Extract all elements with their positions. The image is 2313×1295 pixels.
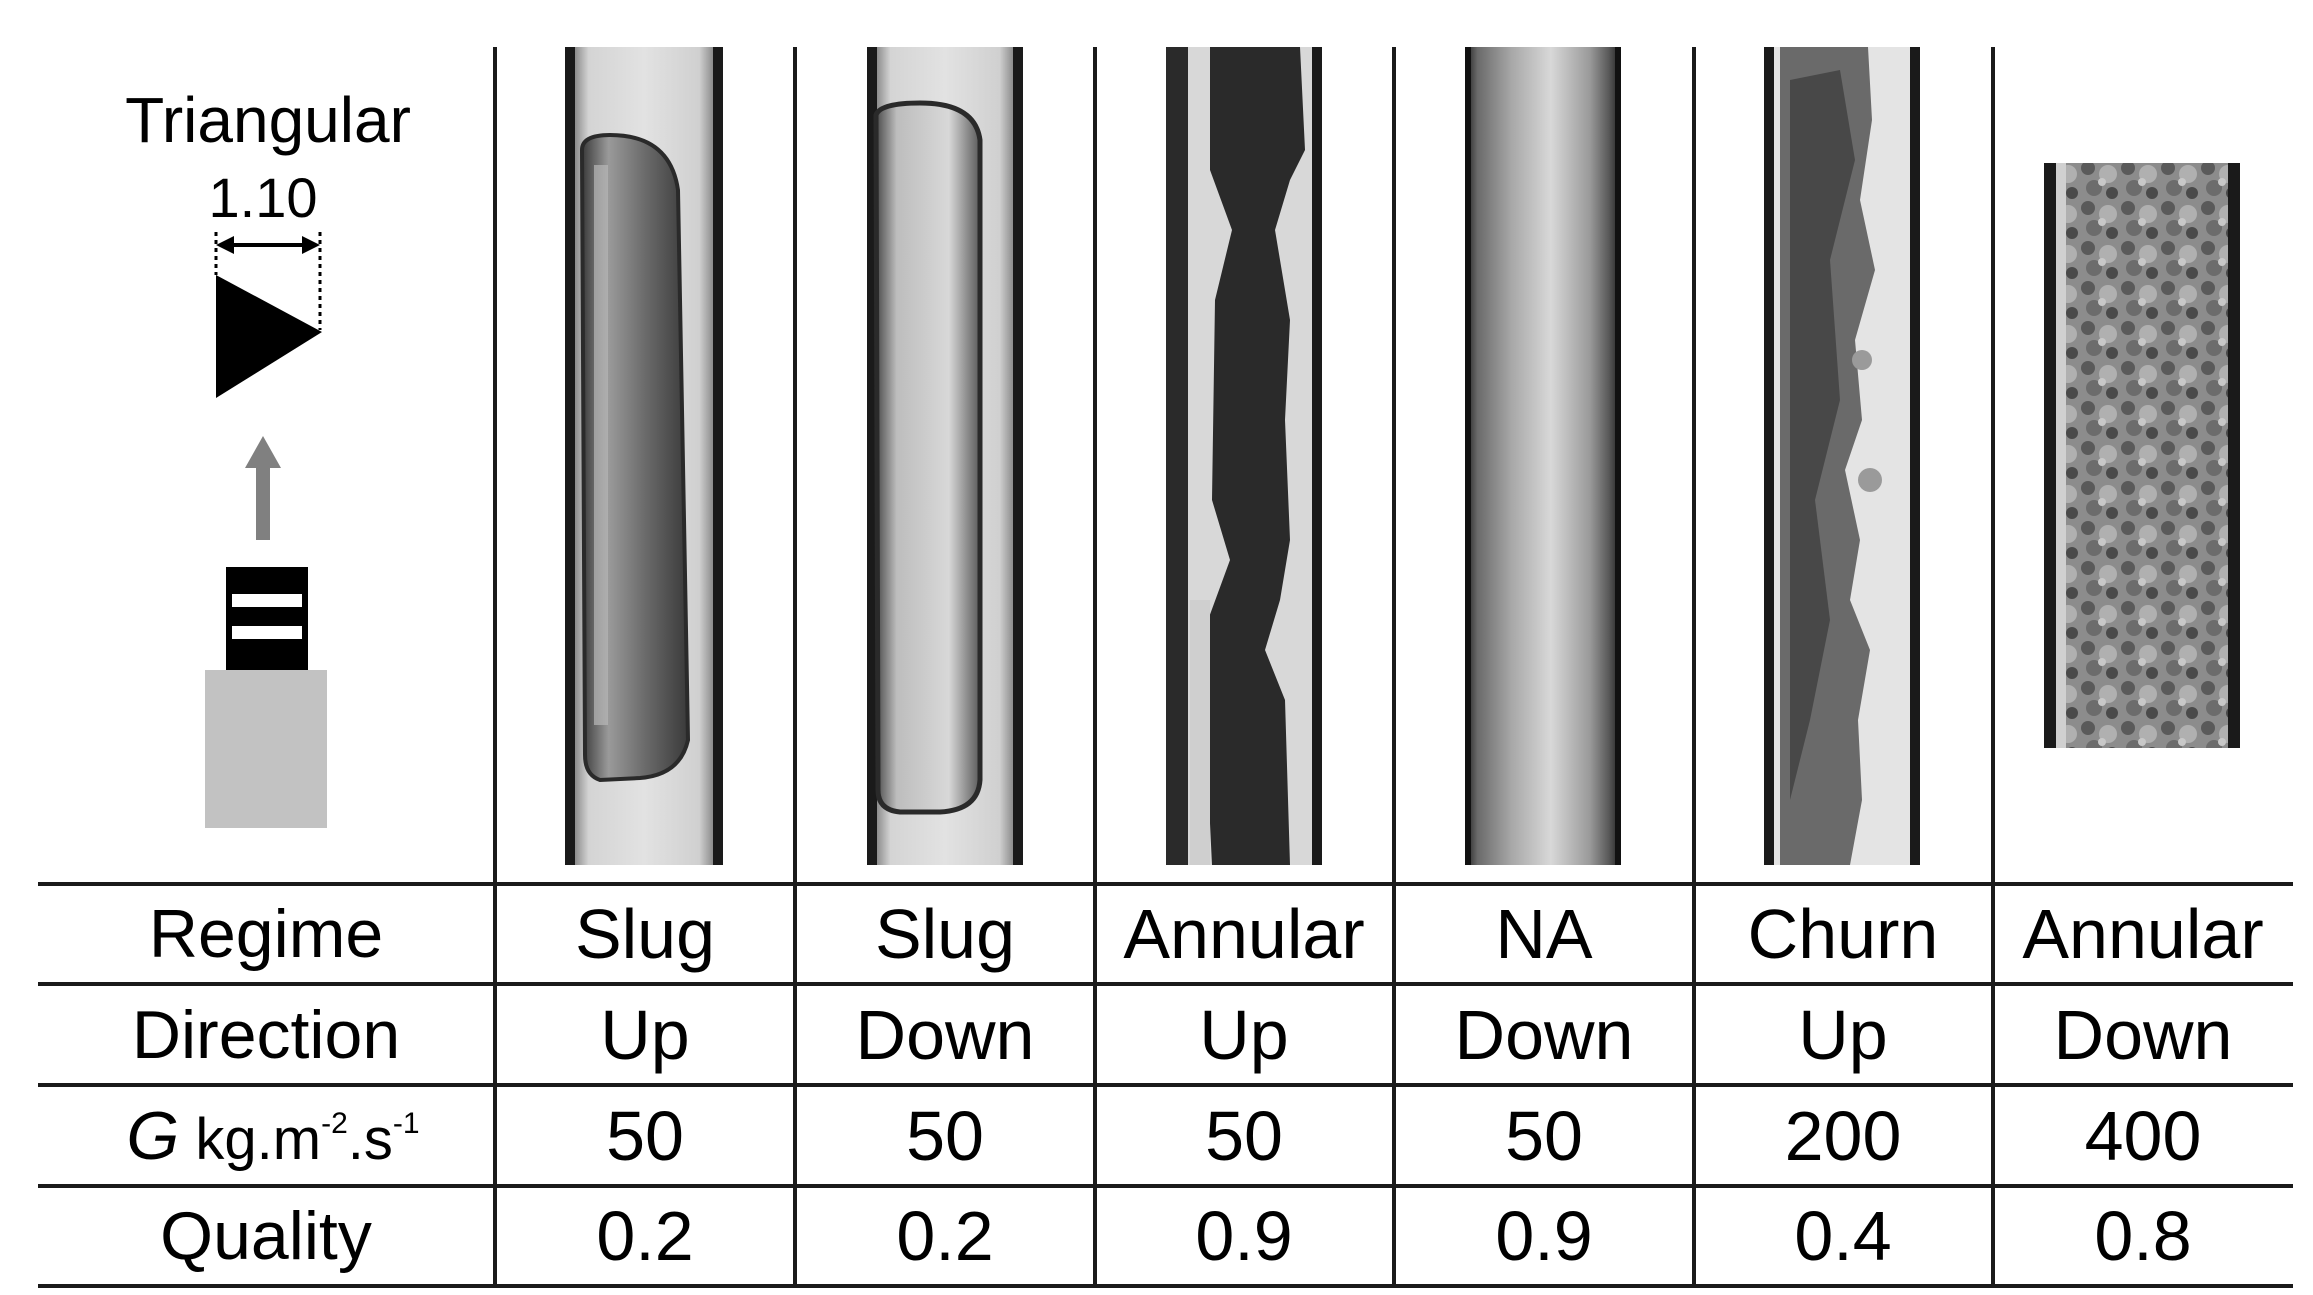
mass-flux-unit-base: kg.m <box>179 1107 322 1172</box>
cell-direction-2: Down <box>855 996 1035 1074</box>
cell-regime-1: Slug <box>574 895 716 973</box>
cell-direction-6: Down <box>2053 996 2233 1074</box>
cell-regime-3: Annular <box>1123 895 1365 973</box>
mass-flux-unit-exp2: -1 <box>392 1107 420 1140</box>
cell-mass-flux-5: 200 <box>1784 1097 1902 1175</box>
heater-connector-stripe-bottom <box>232 626 302 639</box>
cell-quality-3: 0.9 <box>1195 1197 1293 1275</box>
cell-quality-6: 0.8 <box>2094 1197 2192 1275</box>
row-label-direction: Direction <box>131 997 401 1073</box>
cell-mass-flux-4: 50 <box>1505 1097 1583 1175</box>
cell-mass-flux-3: 50 <box>1205 1097 1283 1175</box>
dimension-arrowhead-left <box>216 236 234 254</box>
churn-up-image <box>1764 47 1920 865</box>
heater-connector-stripe-top <box>232 594 302 607</box>
slug-down-image <box>867 47 1023 865</box>
table-grid <box>38 47 2293 1288</box>
mass-flux-unit-mid: .s <box>347 1107 393 1172</box>
row-label-regime: Regime <box>148 896 384 972</box>
heater-connector-icon <box>226 567 308 670</box>
geometry-dimension-label: 1.10 <box>208 166 318 229</box>
mass-flux-unit-exp1: -2 <box>321 1107 348 1140</box>
geometry-shape-label: Triangular <box>125 84 411 156</box>
annular-down-image <box>2044 163 2240 748</box>
flow-direction-arrow-icon <box>245 436 281 540</box>
dimension-arrowhead-right <box>302 236 320 254</box>
cell-quality-4: 0.9 <box>1495 1197 1593 1275</box>
cell-quality-5: 0.4 <box>1794 1197 1892 1275</box>
cell-direction-5: Up <box>1798 996 1888 1074</box>
cell-quality-2: 0.2 <box>896 1197 994 1275</box>
cell-regime-2: Slug <box>874 895 1016 973</box>
annular-up-image <box>1166 47 1322 865</box>
mass-flux-symbol: G <box>126 1098 180 1174</box>
cell-direction-1: Up <box>600 996 690 1074</box>
cell-regime-6: Annular <box>2022 895 2264 973</box>
cell-quality-1: 0.2 <box>596 1197 694 1275</box>
na-down-image <box>1465 47 1621 865</box>
cell-mass-flux-6: 400 <box>2084 1097 2202 1175</box>
triangle-cross-section-icon <box>216 275 322 398</box>
cell-regime-5: Churn <box>1747 895 1939 973</box>
cell-mass-flux-1: 50 <box>606 1097 684 1175</box>
heater-block-icon <box>205 670 327 828</box>
cell-direction-4: Down <box>1454 996 1634 1074</box>
row-label-mass-flux: G kg.m-2.s-1 <box>126 1102 419 1170</box>
geometry-schematic <box>205 232 327 828</box>
cell-regime-4: NA <box>1495 895 1593 973</box>
row-label-quality: Quality <box>160 1198 372 1274</box>
cell-mass-flux-2: 50 <box>906 1097 984 1175</box>
cell-direction-3: Up <box>1199 996 1289 1074</box>
slug-up-image <box>565 47 723 865</box>
